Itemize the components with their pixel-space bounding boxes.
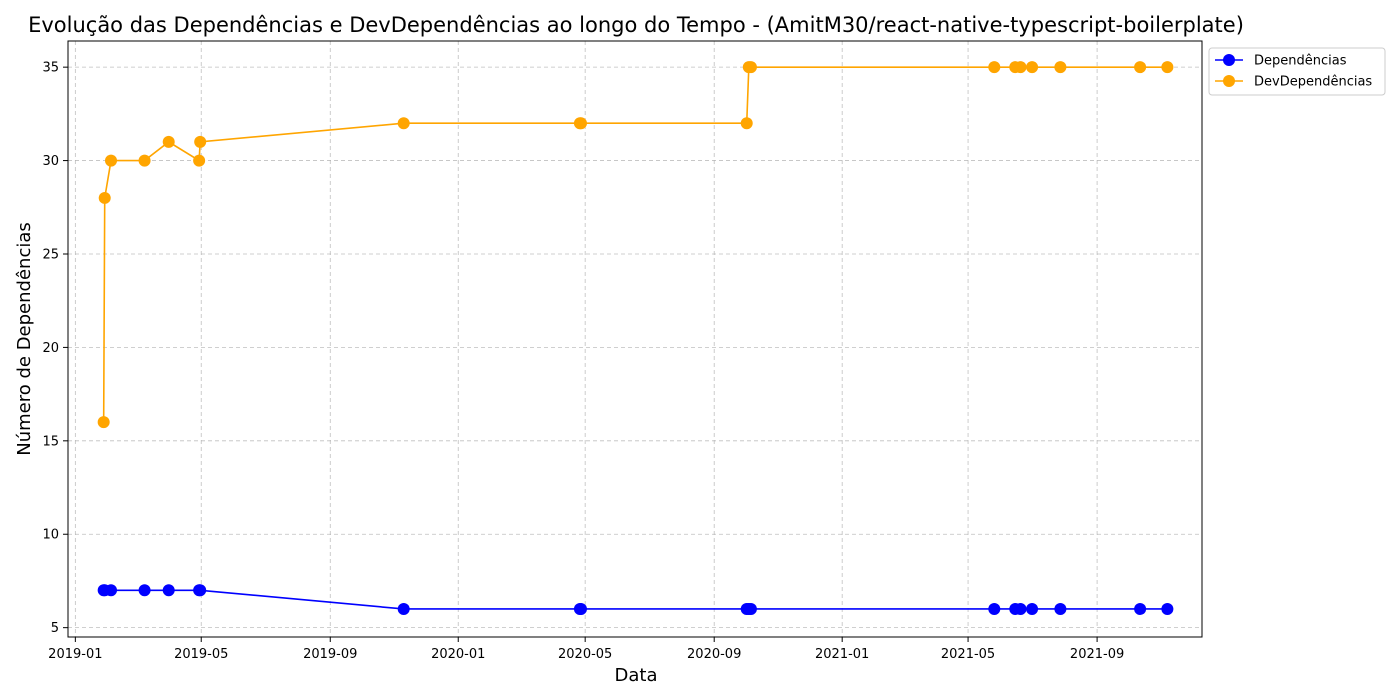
x-tick-label: 2019-09	[303, 647, 357, 662]
data-point	[574, 602, 587, 615]
data-point	[988, 61, 1001, 74]
series-devdependencias	[97, 61, 1174, 429]
data-point	[162, 135, 175, 148]
legend: Dependências DevDependências	[1208, 47, 1386, 96]
y-axis: 5 10 15 20 25 30 35	[42, 61, 68, 636]
y-tick-label: 20	[42, 341, 59, 356]
x-tick-label: 2020-01	[431, 647, 485, 662]
legend-marker	[1223, 54, 1235, 66]
data-point	[138, 584, 151, 597]
legend-box	[1208, 47, 1386, 96]
data-point	[744, 61, 757, 74]
plot-frame	[67, 40, 1203, 638]
data-point	[740, 117, 753, 130]
data-point	[105, 584, 118, 597]
x-tick-label: 2020-05	[558, 647, 612, 662]
data-point	[1014, 602, 1027, 615]
y-tick-label: 35	[42, 61, 59, 76]
data-point	[1134, 602, 1147, 615]
data-point	[162, 584, 175, 597]
y-tick-label: 30	[42, 154, 59, 169]
grid	[68, 41, 1202, 637]
x-tick-label: 2021-05	[941, 647, 995, 662]
x-axis: 2019-01 2019-05 2019-09 2020-01 2020-05 2020-…	[48, 637, 1124, 662]
data-point	[105, 154, 118, 167]
series-line	[103, 589, 1168, 610]
legend-label: DevDependências	[1254, 75, 1372, 90]
x-axis-title: Data	[615, 665, 658, 686]
data-point	[194, 135, 207, 148]
data-point	[744, 602, 757, 615]
series-dependencias	[97, 584, 1174, 615]
data-point	[988, 602, 1001, 615]
data-point	[1161, 61, 1174, 74]
x-tick-label: 2019-05	[174, 647, 228, 662]
data-point	[1014, 61, 1027, 74]
data-point	[194, 584, 207, 597]
x-tick-label: 2019-01	[48, 647, 102, 662]
data-point	[138, 154, 151, 167]
chart-title: Evolução das Dependências e DevDependênc…	[28, 13, 1244, 37]
data-point	[98, 191, 111, 204]
data-point	[1134, 61, 1147, 74]
legend-label: Dependências	[1254, 54, 1347, 69]
series-layer	[97, 61, 1174, 615]
data-point	[97, 416, 110, 429]
x-tick-label: 2020-09	[687, 647, 741, 662]
data-point	[1054, 602, 1067, 615]
y-axis-title: Número de Dependências	[14, 222, 35, 456]
y-tick-label: 15	[42, 434, 59, 449]
y-tick-label: 10	[42, 528, 59, 543]
series-line	[102, 66, 1168, 423]
x-tick-label: 2021-01	[815, 647, 869, 662]
data-point	[1026, 61, 1039, 74]
data-point	[1054, 61, 1067, 74]
data-point	[1161, 602, 1174, 615]
data-point	[193, 154, 206, 167]
data-point	[574, 117, 587, 130]
y-tick-label: 25	[42, 247, 59, 262]
x-tick-label: 2021-09	[1070, 647, 1124, 662]
data-point	[397, 602, 410, 615]
legend-marker	[1223, 75, 1235, 87]
data-point	[1026, 602, 1039, 615]
y-tick-label: 5	[51, 621, 59, 636]
data-point	[397, 117, 410, 130]
